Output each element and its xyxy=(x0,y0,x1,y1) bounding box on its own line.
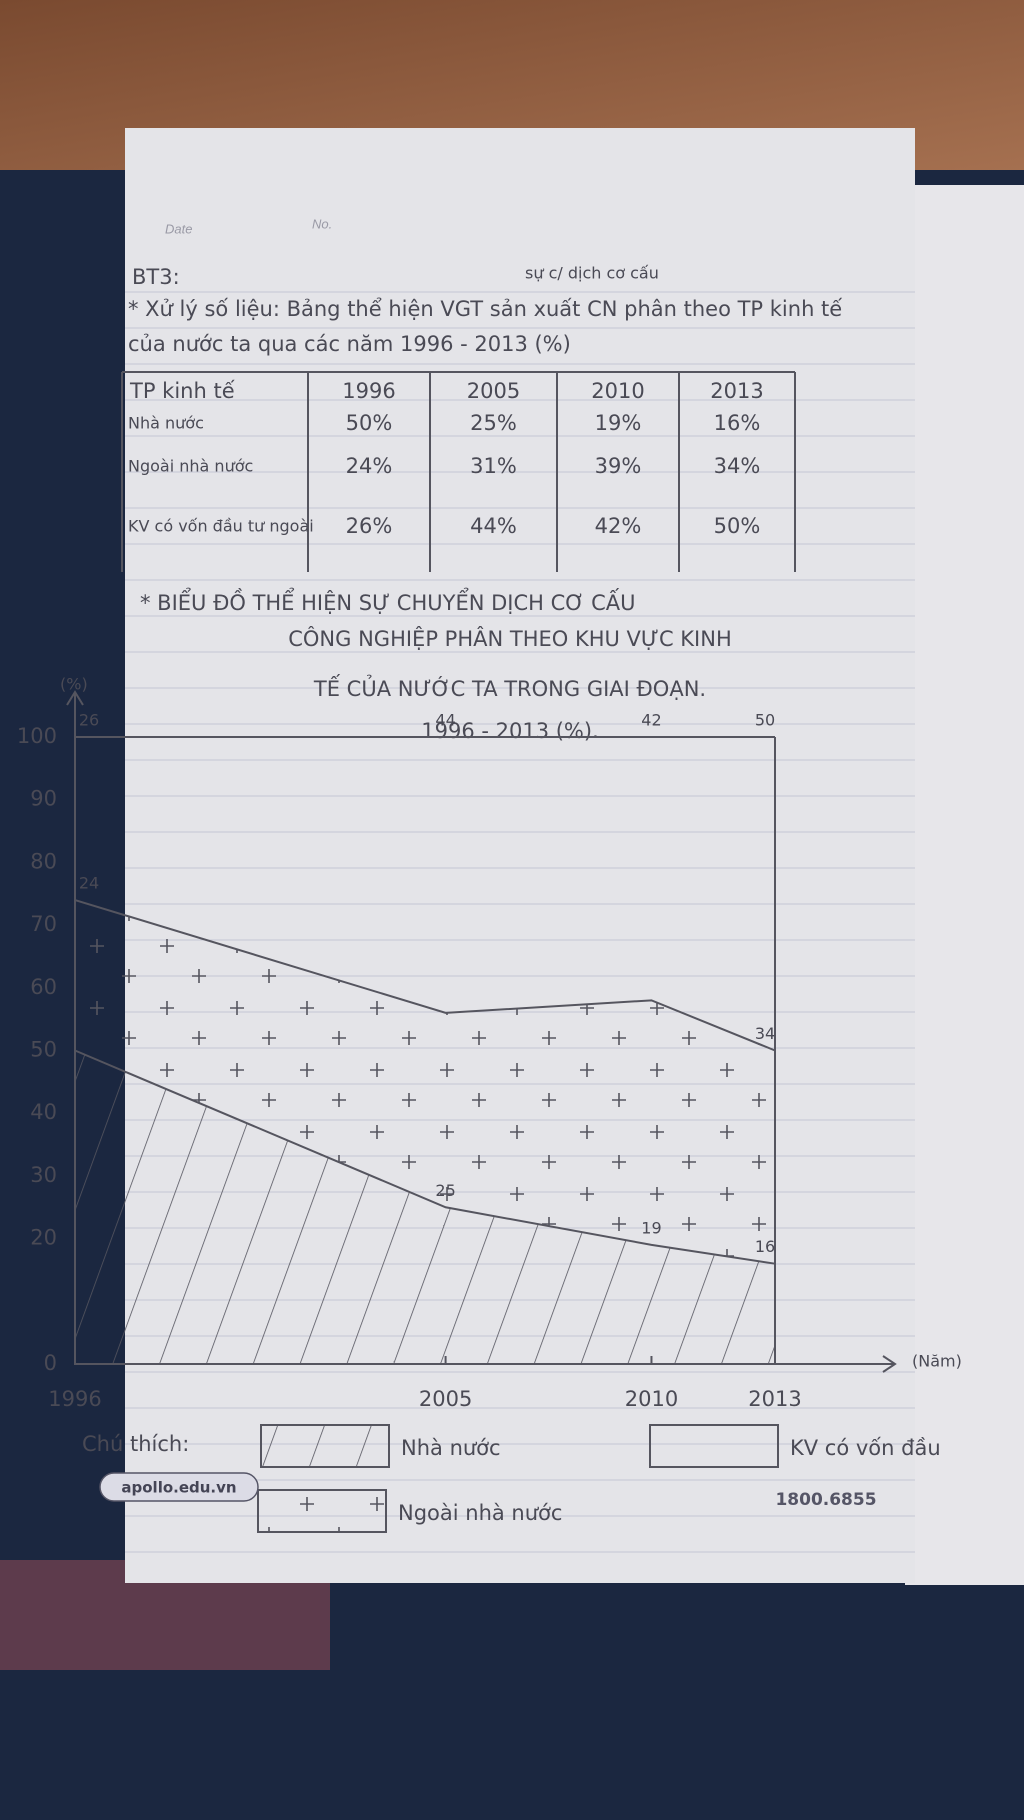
table-row-label: KV có vốn đầu tư ngoài xyxy=(128,517,314,536)
watermark-phone: 1800.6855 xyxy=(775,1490,876,1510)
y-axis-label: (%) xyxy=(60,675,88,694)
series-line xyxy=(74,899,776,1052)
x-tick-label: 2005 xyxy=(419,1387,472,1411)
y-tick-label: 40 xyxy=(30,1100,57,1124)
table-cell: 16% xyxy=(714,411,761,435)
y-tick-label: 30 xyxy=(30,1163,57,1187)
data-label: 26 xyxy=(79,711,99,730)
table-cell: 25% xyxy=(470,411,517,435)
intro-line: của nước ta qua các năm 1996 - 2013 (%) xyxy=(128,332,571,356)
chart-title: CÔNG NGHIỆP PHÂN THEO KHU VỰC KINH xyxy=(288,626,732,651)
next-page xyxy=(905,185,1024,1585)
table-cell: 50% xyxy=(714,514,761,538)
table-cell: 34% xyxy=(714,454,761,478)
no-label: No. xyxy=(312,216,332,231)
x-tick-label: 2013 xyxy=(748,1387,801,1411)
legend-swatch xyxy=(649,1424,779,1468)
table-header: TP kinh tế xyxy=(129,379,235,403)
data-label: 50 xyxy=(755,711,775,730)
area-fill xyxy=(75,1050,775,1364)
table-cell: 39% xyxy=(595,454,642,478)
data-label: 34 xyxy=(755,1024,775,1043)
legend-swatch xyxy=(257,1489,387,1533)
legend-swatch xyxy=(260,1424,390,1468)
exercise: BT3: xyxy=(132,265,180,289)
y-tick-label: 80 xyxy=(30,849,57,873)
y-tick-label: 20 xyxy=(30,1226,57,1250)
table-cell: 31% xyxy=(470,454,517,478)
legend-label: Ngoài nhà nước xyxy=(398,1501,562,1525)
data-label: 44 xyxy=(435,711,455,730)
chart-title: * BIỂU ĐỒ THỂ HIỆN SỰ CHUYỂN DỊCH CƠ CẤU xyxy=(140,588,636,615)
table-cell: 26% xyxy=(346,514,393,538)
chart: * BIỂU ĐỒ THỂ HIỆN SỰ CHUYỂN DỊCH CƠ CẤU… xyxy=(17,588,962,1533)
table-header: 2013 xyxy=(710,379,763,403)
data-table: TP kinh tế 1996 2005 2010 2013 Nhà nước 50% 25%… xyxy=(121,371,796,572)
table-header: 1996 xyxy=(342,379,395,403)
chart-title: 1996 - 2013 (%). xyxy=(421,719,599,743)
watermark-badge xyxy=(99,1472,259,1502)
data-label: 42 xyxy=(641,711,661,730)
table-cell: 19% xyxy=(595,411,642,435)
y-tick-label: 70 xyxy=(30,912,57,936)
y-tick-label: 50 xyxy=(30,1038,57,1062)
x-tick-label: 2010 xyxy=(625,1387,678,1411)
table-cell: 44% xyxy=(470,514,517,538)
table-cell: 24% xyxy=(346,454,393,478)
ruled-lines xyxy=(125,291,915,1553)
x-tick-label: 1996 xyxy=(48,1387,101,1411)
date-label: Date xyxy=(165,221,192,236)
table-cell: 50% xyxy=(346,411,393,435)
watermark-site: apollo.edu.vn xyxy=(121,1479,236,1497)
table-cell: 42% xyxy=(595,514,642,538)
note: sự c/ dịch cơ cấu xyxy=(525,264,659,283)
legend-label: KV có vốn đầu xyxy=(790,1436,941,1460)
y-tick-label: 90 xyxy=(30,787,57,811)
table-header: 2010 xyxy=(591,379,644,403)
table-header: 2005 xyxy=(467,379,520,403)
intro-line: * Xử lý số liệu: Bảng thể hiện VGT sản x… xyxy=(128,297,842,321)
x-axis-label: (Năm) xyxy=(912,1352,962,1371)
arrow xyxy=(66,690,897,1373)
legend-label: Nhà nước xyxy=(401,1436,501,1460)
y-tick-label: 100 xyxy=(17,724,57,748)
y-tick-label: 0 xyxy=(44,1351,57,1375)
area-fill xyxy=(75,900,775,1264)
data-label: 24 xyxy=(79,874,99,893)
legend-title: Chú thích: xyxy=(82,1432,189,1456)
chart-title: TẾ CỦA NƯỚC TA TRONG GIAI ĐOẠN. xyxy=(313,674,706,701)
table-row-label: Ngoài nhà nước xyxy=(128,457,253,476)
y-tick-label: 60 xyxy=(30,975,57,999)
table-row-label: Nhà nước xyxy=(128,414,204,433)
